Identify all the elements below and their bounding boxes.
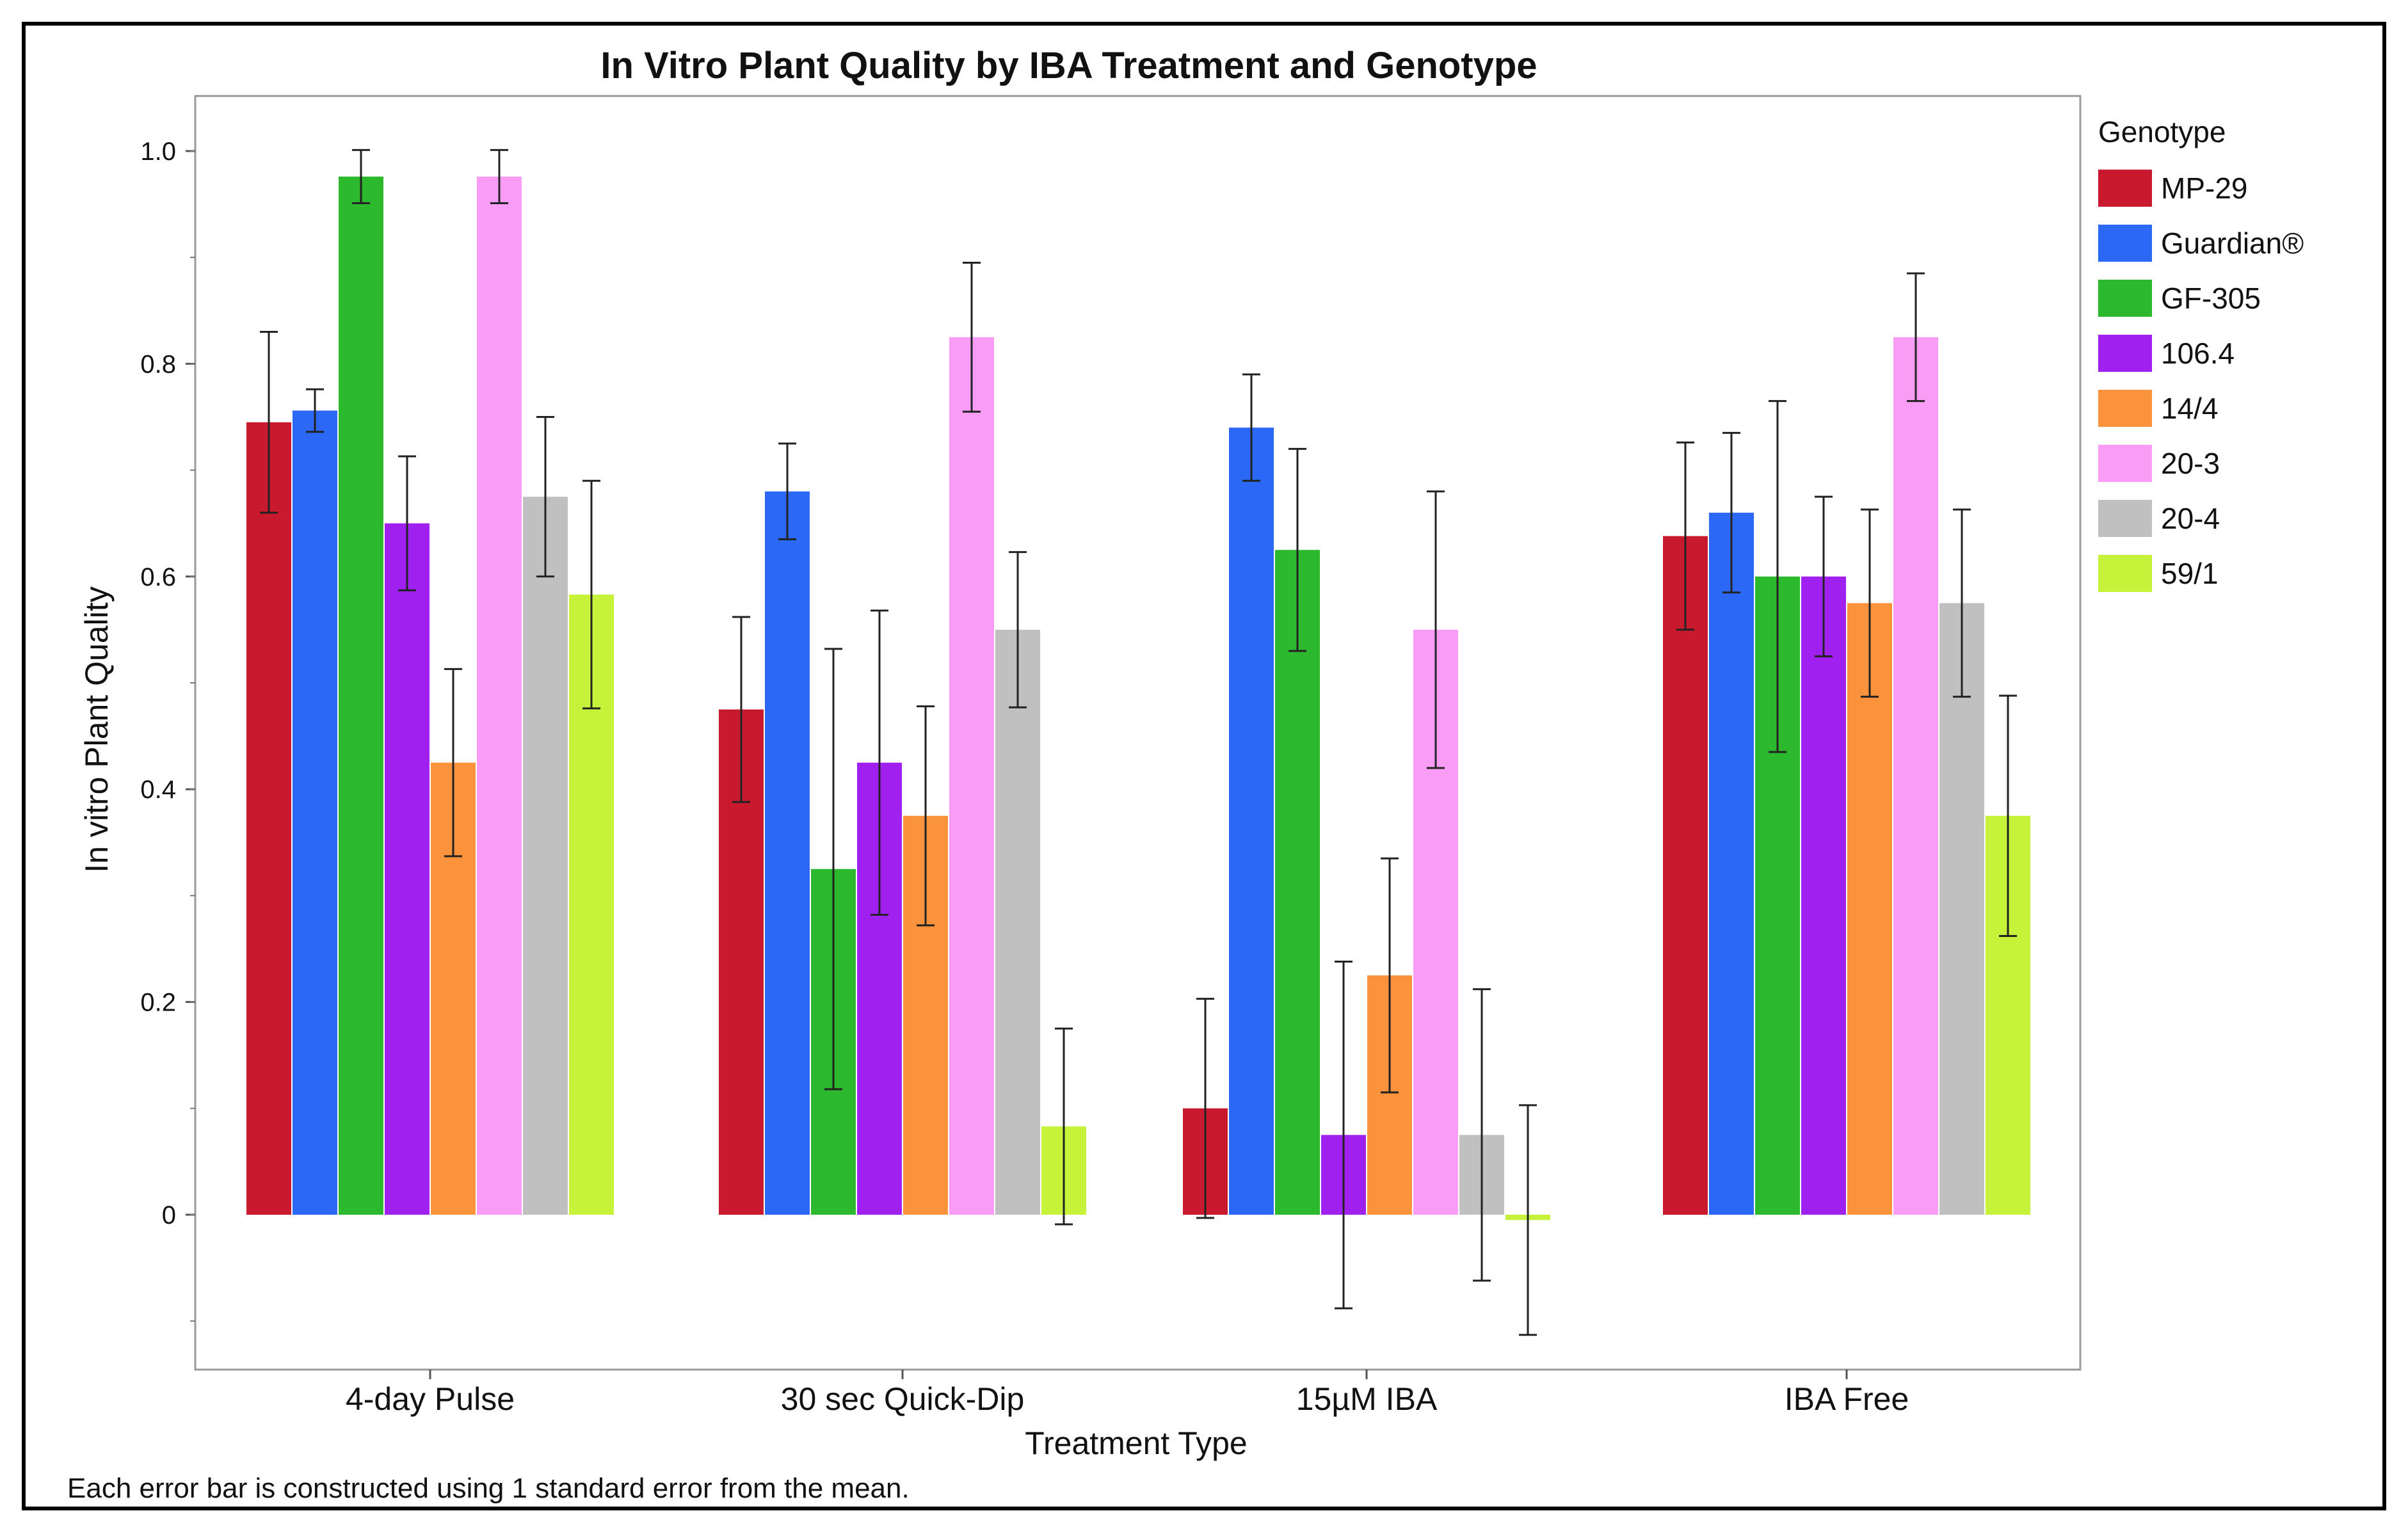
bar	[1663, 536, 1708, 1215]
y-tick-label: 0.2	[140, 989, 176, 1017]
bar	[949, 337, 994, 1215]
legend-swatch	[2098, 170, 2152, 207]
legend-entry: 59/1	[2161, 557, 2219, 590]
y-tick-label: 1.0	[140, 138, 176, 166]
legend-entry: Guardian®	[2161, 227, 2304, 260]
y-axis: 0 0.2 0.4 0.6 0.8 1.0	[140, 138, 195, 1322]
legend-swatch	[2098, 500, 2152, 537]
bar	[246, 422, 291, 1215]
legend-swatch	[2098, 445, 2152, 482]
legend-entry: 20-3	[2161, 447, 2220, 480]
bar	[1275, 550, 1320, 1215]
y-tick-label: 0	[162, 1201, 176, 1229]
legend-swatch	[2098, 390, 2152, 427]
bar	[1847, 603, 1892, 1215]
error-bars-group	[260, 148, 2017, 1336]
x-tick-label: 30 sec Quick-Dip	[781, 1381, 1025, 1417]
bar	[1939, 603, 1984, 1215]
legend-entry: MP-29	[2161, 172, 2247, 205]
bar	[293, 410, 337, 1215]
legend-swatch	[2098, 225, 2152, 262]
bar	[1801, 576, 1846, 1215]
bar	[477, 176, 522, 1215]
bar	[523, 497, 568, 1215]
bar	[385, 523, 429, 1215]
x-axis: 4-day Pulse 30 sec Quick-Dip 15µM IBA IBA F…	[346, 1370, 1909, 1417]
x-tick-label: 4-day Pulse	[346, 1381, 515, 1417]
bar	[339, 176, 383, 1215]
legend-swatch	[2098, 280, 2152, 317]
footnote: Each error bar is constructed using 1 st…	[67, 1473, 910, 1504]
bar	[765, 491, 810, 1215]
y-tick-label: 0.4	[140, 776, 176, 804]
legend-swatch	[2098, 555, 2152, 592]
legend-title: Genotype	[2098, 115, 2226, 148]
x-axis-label: Treatment Type	[1025, 1425, 1247, 1461]
x-tick-label: IBA Free	[1785, 1381, 1909, 1417]
y-axis-label: In vitro Plant Quality	[79, 586, 115, 872]
y-tick-label: 0.8	[140, 350, 176, 378]
legend: Genotype MP-29 Guardian® GF-305 106.4 14/4 20…	[2098, 115, 2304, 592]
bar	[1893, 337, 1938, 1215]
legend-entry: 106.4	[2161, 337, 2235, 370]
bar	[1709, 513, 1754, 1215]
legend-swatch	[2098, 335, 2152, 372]
legend-entry: 14/4	[2161, 392, 2219, 425]
bar	[995, 629, 1040, 1215]
chart-title: In Vitro Plant Quality by IBA Treatment …	[600, 45, 1537, 86]
y-tick-label: 0.6	[140, 563, 176, 591]
x-tick-label: 15µM IBA	[1296, 1381, 1438, 1417]
bar	[1229, 428, 1274, 1215]
legend-entry: GF-305	[2161, 282, 2261, 315]
legend-entry: 20-4	[2161, 502, 2220, 535]
